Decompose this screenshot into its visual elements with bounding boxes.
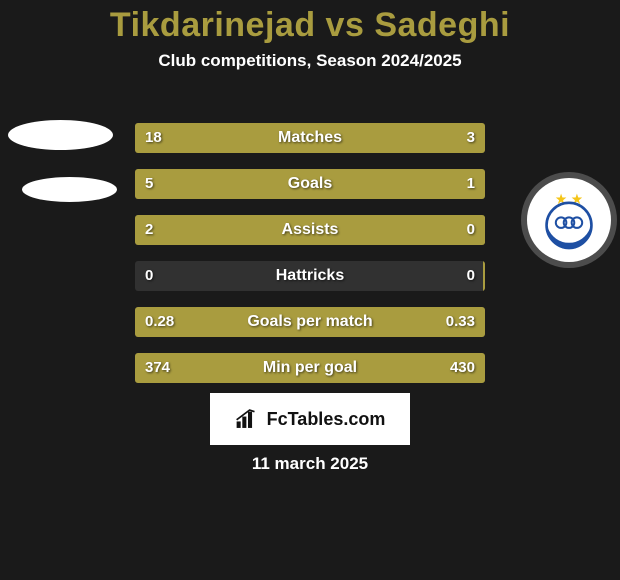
stat-value-right: 0.33 (446, 307, 475, 337)
stat-row: Matches18 3 (135, 123, 485, 153)
player-right-name: Sadeghi (374, 6, 510, 44)
watermark-bars-icon (235, 408, 261, 430)
stat-value-left: 5 (145, 169, 153, 199)
stat-row: Goals5 1 (135, 169, 485, 199)
player-left-name: Tikdarinejad (110, 6, 316, 44)
club-badge-icon (536, 187, 602, 253)
left-club-logo-shape-1 (8, 120, 113, 150)
stat-label: Goals per match (135, 307, 485, 337)
stat-row: Hattricks0 0 (135, 261, 485, 291)
stat-label: Hattricks (135, 261, 485, 291)
stat-value-left: 0 (145, 261, 153, 291)
stat-value-left: 18 (145, 123, 162, 153)
stat-label: Min per goal (135, 353, 485, 383)
left-club-logo-shape-2 (22, 177, 117, 202)
subtitle: Club competitions, Season 2024/2025 (0, 51, 620, 71)
watermark: FcTables.com (210, 393, 410, 445)
stat-row: Goals per match0.28 0.33 (135, 307, 485, 337)
stat-row: Min per goal374 430 (135, 353, 485, 383)
stat-label: Goals (135, 169, 485, 199)
stat-value-right: 3 (467, 123, 475, 153)
vs-text: vs (326, 6, 365, 44)
page-title: Tikdarinejad vs Sadeghi (0, 0, 620, 45)
stat-label: Matches (135, 123, 485, 153)
date-text: 11 march 2025 (0, 454, 620, 474)
stat-value-right: 0 (467, 261, 475, 291)
stat-value-left: 0.28 (145, 307, 174, 337)
stat-label: Assists (135, 215, 485, 245)
watermark-text: FcTables.com (267, 409, 386, 430)
stat-value-right: 0 (467, 215, 475, 245)
stat-value-left: 374 (145, 353, 170, 383)
stat-row: Assists2 0 (135, 215, 485, 245)
stats-bars-container: Matches183Goals51Assists20Hattricks00Goa… (135, 123, 485, 399)
stat-value-left: 2 (145, 215, 153, 245)
stat-value-right: 430 (450, 353, 475, 383)
stat-value-right: 1 (467, 169, 475, 199)
right-club-logo (527, 178, 611, 262)
